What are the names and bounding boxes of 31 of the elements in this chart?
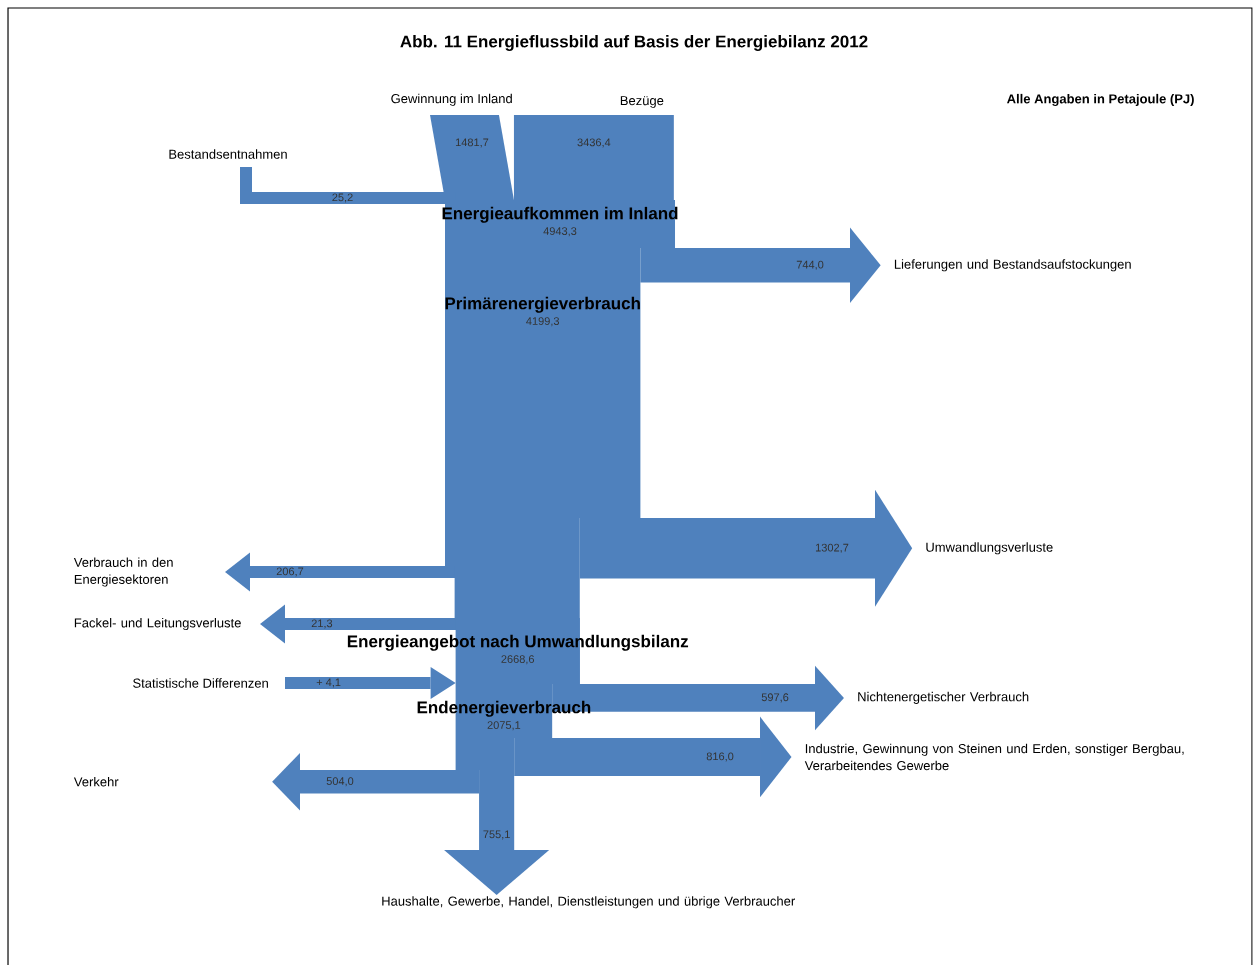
category-label: Lieferungen und Bestandsaufstockungen	[894, 259, 1131, 272]
category-label: Umwandlungsverluste	[926, 542, 1053, 555]
category-label: Haushalte, Gewerbe, Handel, Dienstleistungen und übrige Verbraucher	[382, 896, 795, 909]
data-label: 597,6	[761, 693, 789, 703]
data-label: + 4,1	[316, 678, 341, 688]
data-label: 4943,3	[543, 227, 577, 237]
category-label: Verkehr	[73, 776, 119, 787]
data-label: 816,0	[706, 752, 734, 762]
category-label: Primärenergieverbrauch	[445, 296, 640, 313]
data-label: 4199,3	[526, 317, 560, 327]
category-label: Industrie, Gewinnung von Steinen und Erden, sonstiger Bergbau, Verarbeitendes Gewerbe	[804, 743, 1184, 771]
category-label: Gewinnung im Inland	[391, 93, 512, 106]
data-label: 504,0	[326, 777, 354, 787]
data-label: 25,2	[332, 193, 353, 203]
category-label: Fackel- und Leitungsverluste	[74, 617, 241, 631]
category-label: Bezüge	[620, 96, 664, 108]
data-label: 1302,7	[815, 543, 849, 553]
data-label: 2075,1	[487, 721, 521, 731]
data-label: 206,7	[276, 567, 304, 577]
category-label: Nichtenergetischer Verbrauch	[858, 691, 1029, 704]
data-label: 755,1	[483, 830, 510, 840]
data-label: 21,3	[311, 619, 333, 629]
text: Alle Angaben in Petajoule (PJ)	[1007, 93, 1194, 107]
text: Abb. 11 Energieflussbild auf Basis der Energiebilanz 2012	[400, 35, 868, 51]
category-label: Verbrauch in den Energiesektoren	[73, 557, 173, 587]
data-label: 744,0	[796, 260, 824, 270]
data-label: 2668,6	[501, 655, 535, 665]
category-label: Bestandsentnahmen	[169, 149, 287, 159]
data-label: 3436,4	[577, 138, 611, 148]
data-label: 1481,7	[455, 138, 489, 148]
category-label: Statistische Differenzen	[133, 678, 268, 688]
